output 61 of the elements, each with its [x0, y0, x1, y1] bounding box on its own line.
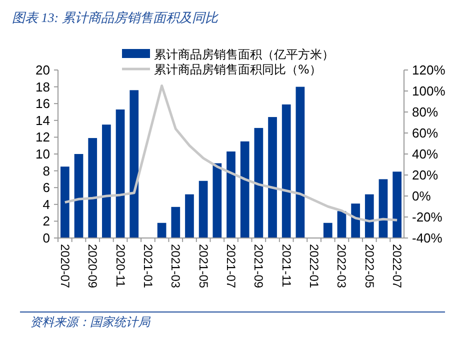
y2-tick-label: 40%	[412, 146, 438, 162]
bar	[254, 128, 264, 238]
bar	[226, 151, 236, 238]
y-tick-label: 2	[42, 214, 50, 229]
x-tick-label: 2021-07	[224, 244, 238, 288]
x-tick-label: 2022-07	[390, 244, 404, 288]
bar	[337, 211, 346, 238]
x-tick-label: 2020-11	[113, 244, 128, 288]
x-tick-label: 2020-07	[58, 244, 72, 288]
y2-tick-label: 100%	[412, 84, 446, 98]
bar	[364, 194, 374, 238]
y2-tick-label: 120%	[412, 62, 446, 78]
x-tick-label: 2020-09	[86, 244, 100, 288]
y-tick-label: 10	[36, 146, 50, 162]
bar	[392, 172, 402, 238]
bar	[240, 141, 250, 238]
bar	[130, 90, 139, 238]
bar	[102, 124, 111, 238]
x-tick-label: 2021-03	[168, 244, 183, 288]
y2-tick-label: 60%	[412, 126, 438, 140]
y-tick-label: 14	[36, 112, 50, 128]
line-series	[64, 84, 398, 222]
bar	[88, 138, 98, 238]
x-tick-label: 2022-03	[334, 244, 349, 288]
y2-tick-label: -40%	[412, 230, 443, 246]
y-tick-label: 12	[36, 130, 50, 145]
bar	[198, 180, 208, 238]
x-tick-label: 2022-05	[362, 244, 376, 288]
chart-title: 图表 13: 累计商品房销售面积及同比	[12, 10, 219, 25]
bar	[212, 163, 222, 238]
y-tick-label: 6	[42, 180, 50, 196]
legend-label: 累计商品房销售面积（亿平方米）	[154, 48, 334, 62]
text: 资料来源：国家统计局	[30, 315, 151, 329]
bar	[60, 166, 70, 238]
bar	[74, 154, 84, 238]
y2-tick-label: -20%	[412, 210, 443, 224]
bar	[296, 86, 305, 238]
x-tick-label: 2021-01	[140, 244, 155, 288]
y2-tick-label: 20%	[412, 168, 438, 182]
x-tick-label: 2021-09	[252, 244, 266, 288]
x-tick-label: 2021-05	[196, 244, 210, 288]
x-tick-label: 2022-01	[307, 244, 322, 288]
bar	[185, 194, 194, 238]
y-tick-label: 8	[42, 163, 50, 178]
bar	[268, 117, 277, 238]
x-tick-label: 2021-11	[279, 244, 294, 288]
y2-tick-label: 0%	[412, 188, 432, 204]
bar	[116, 109, 125, 238]
legend-label: 累计商品房销售面积同比（%）	[154, 62, 322, 76]
bar	[351, 204, 360, 238]
y-tick-label: 4	[42, 196, 50, 212]
y-tick-label: 18	[36, 79, 50, 94]
y-tick-label: 20	[36, 62, 50, 78]
y-tick-label: 16	[36, 96, 50, 112]
bar	[157, 222, 166, 238]
bar	[171, 206, 180, 238]
bar	[323, 222, 332, 238]
y2-tick-label: 80%	[412, 104, 438, 120]
bar	[378, 179, 388, 238]
y-tick-label: 0	[42, 230, 50, 246]
bar	[282, 104, 291, 238]
